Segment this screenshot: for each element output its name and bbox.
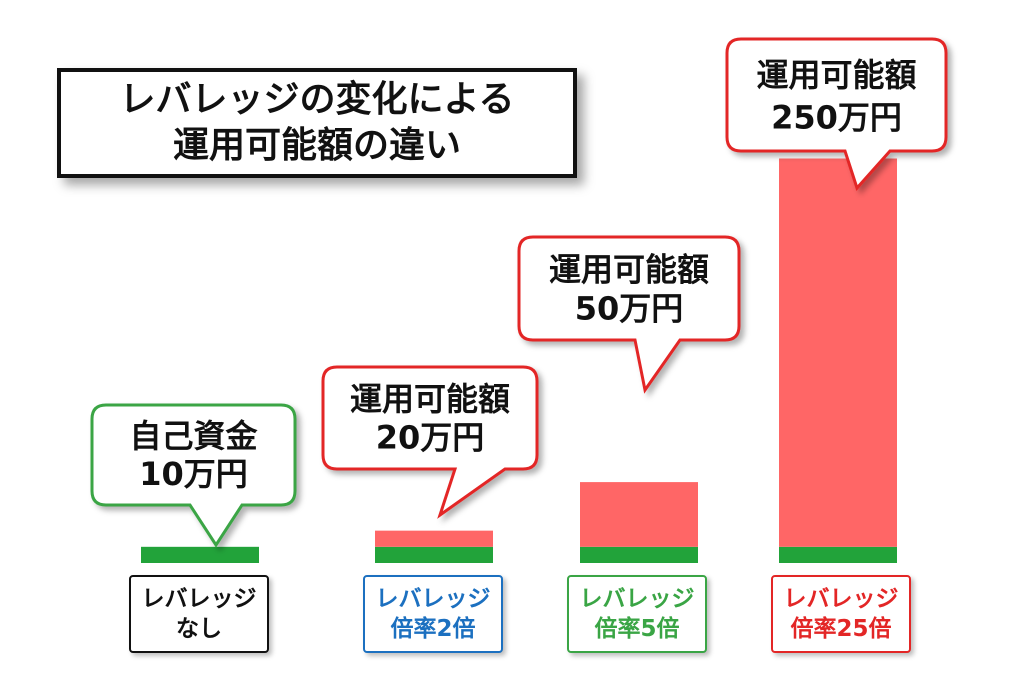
callout-label-0-line1: 自己資金	[129, 417, 258, 455]
callout-bubble-3	[725, 37, 948, 191]
category-label-0: レバレッジ なし	[129, 575, 269, 653]
category-label-2-line1: レバレッジ	[579, 586, 695, 612]
bar-1-leveraged	[375, 530, 493, 547]
callout-bubble-0	[90, 403, 297, 548]
category-label-2-line2: 倍率5倍	[594, 616, 680, 642]
callout-label-2-line1: 運用可能額	[549, 250, 709, 288]
title-line-1: レバレッジの変化による	[119, 79, 515, 120]
bar-2-leveraged	[580, 482, 698, 547]
category-label-1-line1: レバレッジ	[375, 586, 491, 612]
bar-0-own	[141, 546, 259, 563]
bar-2-own	[580, 546, 698, 563]
title-line-2: 運用可能額の違い	[172, 125, 461, 166]
category-label-1-line2: 倍率2倍	[390, 616, 476, 642]
bar-3-leveraged	[779, 158, 897, 547]
callout-label-2-line2: 50万円	[575, 289, 684, 327]
category-label-0-line1: レバレッジ	[141, 586, 257, 612]
callout-bubble-1	[321, 365, 539, 519]
bar-1-own	[375, 546, 493, 563]
callout-label-1-line2: 20万円	[376, 419, 485, 457]
title-box: レバレッジの変化による 運用可能額の違い	[57, 68, 577, 178]
callout-label-0-line2: 10万円	[139, 455, 248, 493]
category-label-3-line1: レバレッジ	[783, 586, 899, 612]
bar-3-own	[779, 546, 897, 563]
callout-bubble-2	[517, 235, 741, 394]
category-label-3-line2: 倍率25倍	[790, 616, 892, 642]
category-label-3: レバレッジ 倍率25倍	[771, 575, 911, 653]
callout-label-3-line2: 250万円	[771, 99, 902, 137]
category-label-0-line2: なし	[176, 616, 222, 642]
category-label-2: レバレッジ 倍率5倍	[567, 575, 707, 653]
category-label-1: レバレッジ 倍率2倍	[363, 575, 503, 653]
callout-label-3-line1: 運用可能額	[756, 56, 916, 94]
callout-label-1-line1: 運用可能額	[350, 380, 510, 418]
